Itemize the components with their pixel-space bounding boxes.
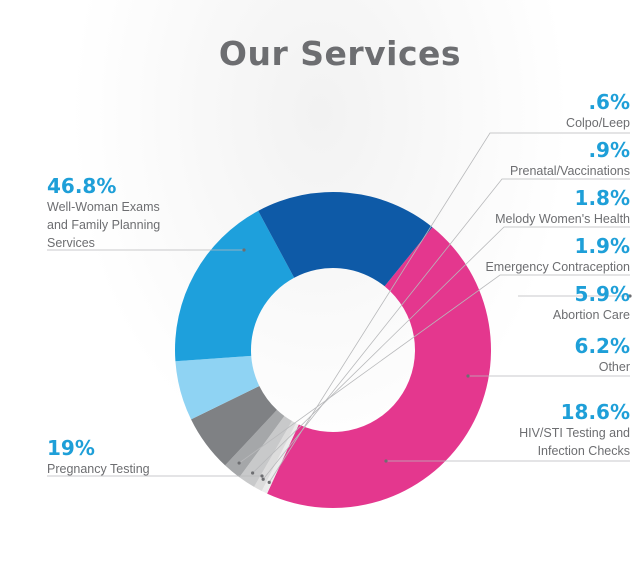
slice-4	[225, 409, 285, 478]
label-abortion-name: Abortion Care	[552, 308, 630, 322]
leader-dot-8	[260, 474, 264, 478]
leader-dot-5	[628, 294, 632, 298]
leader-line-3	[252, 226, 630, 474]
label-hiv-sti-name-line1: HIV/STI Testing and	[519, 426, 630, 440]
label-hiv-sti-value: 18.6%	[560, 400, 630, 424]
label-colpo-leep-value: .6%	[588, 90, 630, 114]
leader-line-1	[268, 132, 630, 483]
label-well-woman-name-line2: and Family Planning	[47, 218, 161, 232]
label-well-woman-value: 46.8%	[47, 174, 117, 198]
label-pregnancy-value: 19%	[47, 436, 95, 460]
slice-1	[261, 423, 299, 494]
label-prenatal-name: Prenatal/Vaccinations	[510, 164, 630, 178]
leader-dot-1	[267, 480, 271, 484]
label-melody: 1.8% Melody Women's Health	[495, 186, 630, 228]
label-prenatal: .9% Prenatal/Vaccinations	[510, 138, 630, 180]
leader-dot-4	[237, 461, 241, 465]
slice-5	[191, 386, 278, 466]
label-pregnancy: 19% Pregnancy Testing	[47, 436, 150, 478]
slice-6	[175, 355, 260, 420]
label-emergency-name: Emergency Contraception	[485, 260, 630, 274]
leader-dot-7	[384, 459, 388, 463]
label-well-woman-name-line3: Services	[47, 236, 95, 250]
label-emergency-value: 1.9%	[574, 234, 630, 258]
label-well-woman: 46.8% Well-Woman Exams and Family Planni…	[47, 174, 160, 252]
leader-dot-3	[251, 471, 255, 475]
label-melody-value: 1.8%	[574, 186, 630, 210]
label-prenatal-value: .9%	[588, 138, 630, 162]
slice-7	[175, 210, 295, 362]
label-other: 6.2% Other	[575, 334, 630, 376]
label-hiv-sti-name-line2: Infection Checks	[537, 444, 630, 458]
label-other-value: 6.2%	[574, 334, 630, 358]
slice-8	[258, 192, 433, 287]
slice-2	[254, 421, 297, 492]
label-hiv-sti: 18.6% HIV/STI Testing and Infection Chec…	[519, 400, 630, 460]
label-colpo-leep: .6% Colpo/Leep	[566, 90, 630, 132]
leader-dot-2	[261, 477, 265, 481]
label-abortion: 5.9% Abortion Care	[553, 282, 630, 324]
label-well-woman-name-line1: Well-Woman Exams	[47, 200, 160, 214]
leader-dot-6	[466, 374, 470, 378]
slice-3	[239, 416, 293, 487]
slice-0	[267, 227, 491, 508]
label-other-name: Other	[598, 360, 630, 374]
leader-line-2	[262, 178, 630, 480]
label-emergency: 1.9% Emergency Contraception	[485, 234, 630, 276]
label-melody-name: Melody Women's Health	[495, 212, 630, 226]
leader-dot-0	[242, 248, 246, 252]
leader-line-4	[238, 274, 630, 464]
chart-title: Our Services	[218, 34, 462, 73]
label-colpo-leep-name: Colpo/Leep	[566, 116, 630, 130]
label-abortion-value: 5.9%	[574, 282, 630, 306]
label-pregnancy-name: Pregnancy Testing	[47, 462, 150, 476]
